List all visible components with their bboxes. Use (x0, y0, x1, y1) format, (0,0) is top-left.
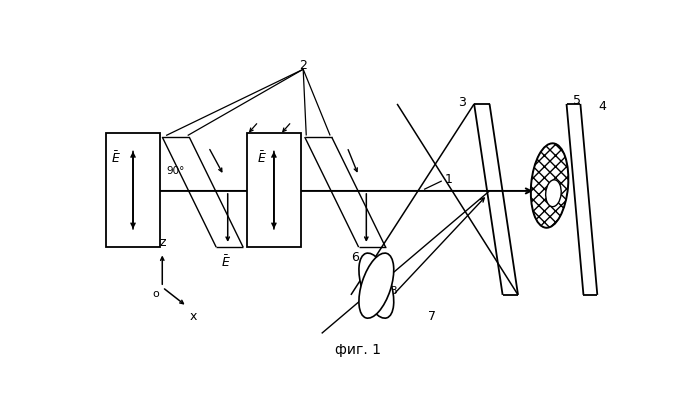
Text: 6: 6 (351, 251, 359, 265)
Text: x: x (189, 310, 196, 323)
Text: $\bar{E}$: $\bar{E}$ (111, 150, 121, 166)
Ellipse shape (359, 253, 394, 318)
Text: 90°: 90° (166, 166, 185, 176)
Text: $\bar{E}$: $\bar{E}$ (257, 150, 267, 166)
Bar (247, 133, 301, 247)
Bar (106, 133, 160, 247)
Text: 5: 5 (572, 95, 581, 107)
Text: A: A (380, 255, 388, 265)
Polygon shape (566, 104, 598, 295)
Text: z: z (159, 236, 166, 249)
Text: 2: 2 (299, 59, 307, 72)
Text: 3: 3 (459, 96, 466, 109)
Text: фиг. 1: фиг. 1 (335, 343, 381, 357)
Text: 4: 4 (599, 100, 607, 113)
Text: o: o (152, 290, 159, 299)
Ellipse shape (546, 180, 561, 207)
Polygon shape (474, 104, 518, 295)
Text: 7: 7 (428, 310, 436, 323)
Ellipse shape (531, 143, 568, 228)
Ellipse shape (359, 253, 394, 318)
Text: 1: 1 (445, 173, 453, 186)
Text: $\bar{E}$: $\bar{E}$ (360, 255, 370, 270)
Text: $\bar{E}$: $\bar{E}$ (222, 255, 231, 270)
Text: B: B (389, 286, 397, 296)
